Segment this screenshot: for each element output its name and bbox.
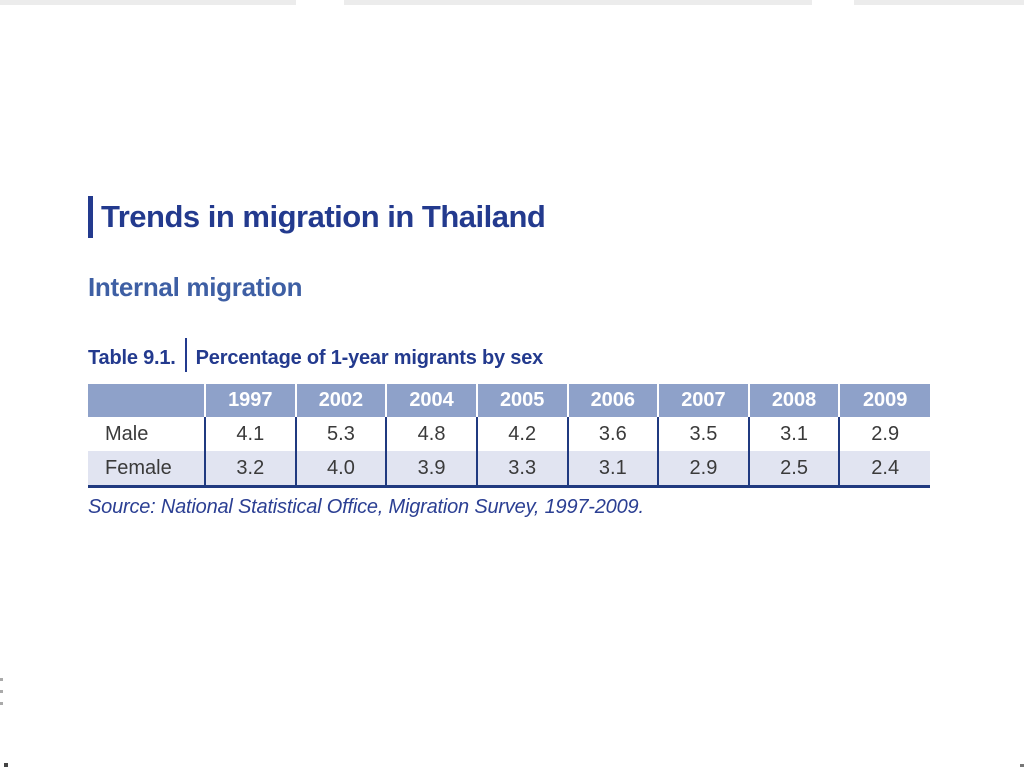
table-cell: 3.9 (386, 451, 478, 488)
title-accent-bar (88, 196, 93, 238)
table-cell: 3.3 (476, 451, 569, 488)
page-title-row: Trends in migration in Thailand (88, 195, 546, 239)
table-cell: 4.1 (205, 417, 297, 451)
table-caption-row: Table 9.1. Percentage of 1-year migrants… (88, 338, 544, 372)
page-title: Trends in migration in Thailand (101, 199, 546, 234)
table-cell: 3.1 (748, 417, 841, 451)
table-cell: 4.0 (295, 451, 388, 488)
caption-separator (184, 338, 187, 372)
page-edge-artifact (0, 702, 3, 705)
page-edge-top (0, 0, 1024, 5)
page-edge-notch (812, 0, 854, 5)
page-edge-artifact (0, 690, 3, 693)
page-edge-artifact (0, 678, 3, 681)
table-header-year: 2002 (295, 384, 388, 417)
table-label: Table 9.1. (88, 346, 176, 369)
table-row-female: Female 3.2 4.0 3.9 3.3 3.1 2.9 2.5 2.4 (88, 451, 930, 488)
table-row-male: Male 4.1 5.3 4.8 4.2 3.6 3.5 3.1 2.9 (88, 417, 930, 451)
table-header-row: 1997 2002 2004 2005 2006 2007 2008 2009 (88, 384, 930, 417)
table-cell: 4.8 (386, 417, 478, 451)
page-edge-artifact (4, 763, 8, 767)
table-header-year: 2009 (839, 384, 930, 417)
table-cell: 2.4 (839, 451, 930, 488)
table-header-empty (88, 384, 206, 417)
table-header-year: 2004 (386, 384, 478, 417)
section-heading: Internal migration (88, 272, 303, 302)
table-cell: 5.3 (295, 417, 388, 451)
row-label: Female (88, 451, 206, 488)
table-cell: 3.6 (567, 417, 660, 451)
table-cell: 3.1 (567, 451, 660, 488)
page-edge-artifact (1020, 764, 1024, 767)
page-edge-notch (296, 0, 344, 5)
table-header-year: 2006 (567, 384, 660, 417)
table-header-year: 2005 (476, 384, 569, 417)
table-cell: 2.9 (658, 451, 750, 488)
source-note: Source: National Statistical Office, Mig… (88, 496, 644, 518)
table-cell: 2.9 (871, 422, 900, 445)
data-table: 1997 2002 2004 2005 2006 2007 2008 2009 … (88, 384, 930, 488)
row-label: Male (88, 417, 206, 451)
table-cell: 2.5 (748, 451, 841, 488)
table-cell: 3.2 (205, 451, 297, 488)
table-header-year: 1997 (205, 384, 297, 417)
table-header-year: 2007 (658, 384, 750, 417)
table-cell: 4.2 (476, 417, 569, 451)
table-caption: Percentage of 1-year migrants by sex (195, 346, 544, 369)
table-header-year: 2008 (748, 384, 841, 417)
table-cell: 3.5 (658, 417, 750, 451)
